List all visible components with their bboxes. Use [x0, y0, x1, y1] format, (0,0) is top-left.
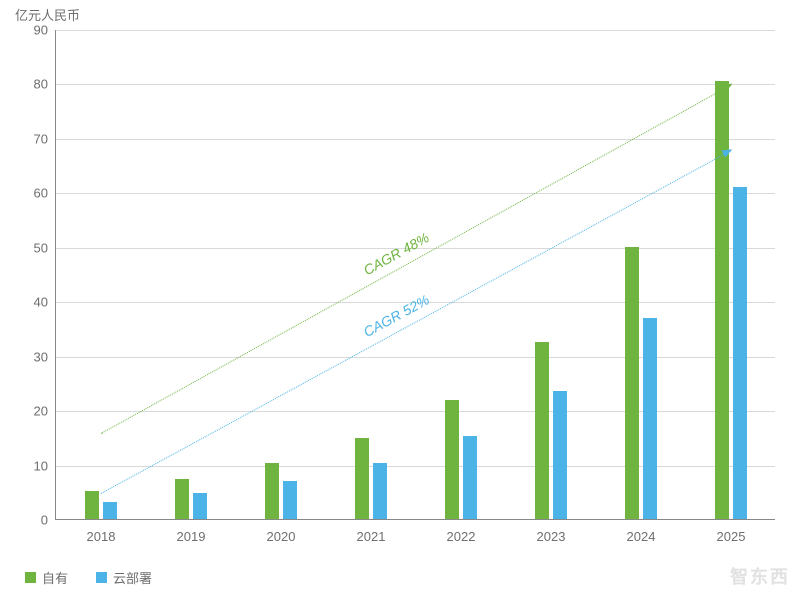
- gridline: [56, 193, 775, 194]
- legend-label: 自有: [42, 568, 68, 587]
- watermark: 智东西: [730, 563, 790, 589]
- y-tick-label: 90: [34, 23, 56, 38]
- bar-cloud: [283, 481, 297, 519]
- chart-container: 亿元人民币 0102030405060708090201820192020202…: [0, 0, 800, 597]
- gridline: [56, 139, 775, 140]
- x-tick-label: 2024: [627, 519, 656, 544]
- y-tick-label: 50: [34, 240, 56, 255]
- gridline: [56, 30, 775, 31]
- gridline: [56, 466, 775, 467]
- gridline: [56, 411, 775, 412]
- gridline: [56, 84, 775, 85]
- gridline: [56, 357, 775, 358]
- x-tick-label: 2023: [537, 519, 566, 544]
- bar-cloud: [553, 391, 567, 519]
- bar-owned: [625, 247, 639, 519]
- x-tick-label: 2018: [87, 519, 116, 544]
- legend-item-cloud: 云部署: [96, 568, 152, 587]
- legend-item-owned: 自有: [25, 568, 68, 587]
- bar-owned: [355, 438, 369, 519]
- bar-cloud: [463, 436, 477, 519]
- legend-label: 云部署: [113, 568, 152, 587]
- bar-owned: [85, 491, 99, 519]
- bar-owned: [175, 479, 189, 519]
- x-tick-label: 2025: [717, 519, 746, 544]
- y-tick-label: 80: [34, 77, 56, 92]
- x-tick-label: 2021: [357, 519, 386, 544]
- bar-cloud: [733, 187, 747, 519]
- bar-owned: [445, 400, 459, 519]
- legend-swatch-icon: [25, 572, 36, 583]
- bar-cloud: [643, 318, 657, 519]
- plot-area: 0102030405060708090201820192020202120222…: [55, 30, 775, 520]
- bar-owned: [265, 463, 279, 519]
- y-tick-label: 30: [34, 349, 56, 364]
- x-tick-label: 2020: [267, 519, 296, 544]
- x-tick-label: 2022: [447, 519, 476, 544]
- legend-swatch-icon: [96, 572, 107, 583]
- y-tick-label: 70: [34, 131, 56, 146]
- y-axis-title: 亿元人民币: [15, 5, 80, 24]
- bar-owned: [535, 342, 549, 519]
- x-tick-label: 2019: [177, 519, 206, 544]
- bar-cloud: [103, 502, 117, 519]
- bar-cloud: [373, 463, 387, 519]
- legend: 自有 云部署: [25, 568, 152, 587]
- bar-cloud: [193, 493, 207, 519]
- y-tick-label: 60: [34, 186, 56, 201]
- y-tick-label: 40: [34, 295, 56, 310]
- y-tick-label: 20: [34, 404, 56, 419]
- y-tick-label: 0: [41, 513, 56, 528]
- y-tick-label: 10: [34, 458, 56, 473]
